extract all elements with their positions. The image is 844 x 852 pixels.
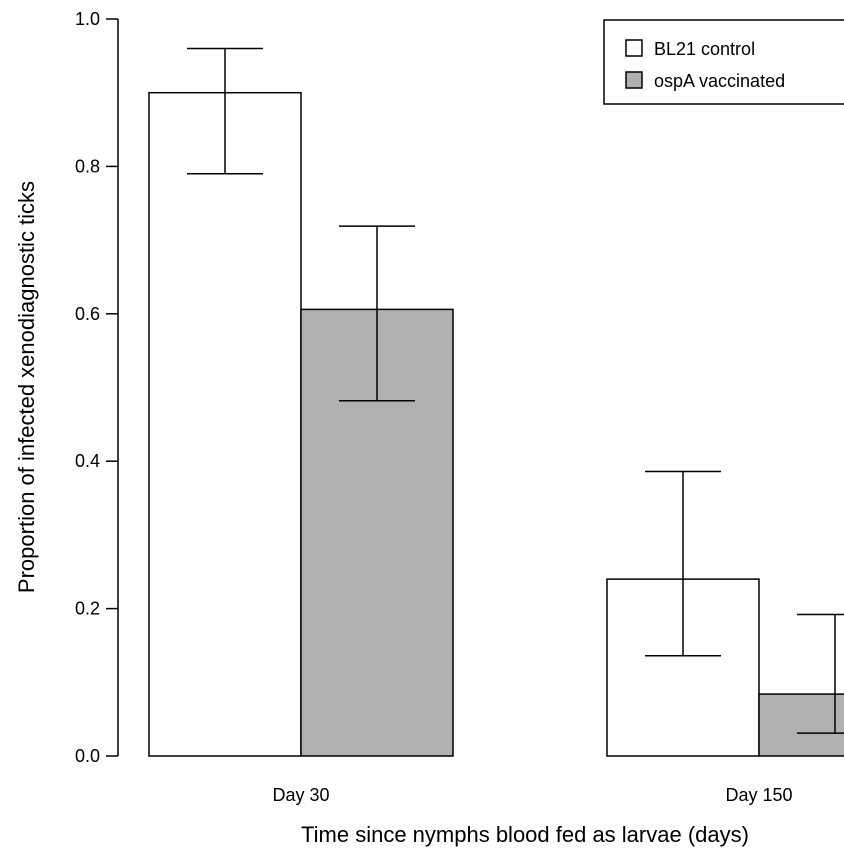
x-axis-title: Time since nymphs blood fed as larvae (d…: [301, 822, 749, 847]
error-bar: [339, 225, 415, 402]
y-axis-title: Proportion of infected xenodiagnostic ti…: [14, 181, 39, 593]
legend-label: BL21 control: [654, 39, 755, 59]
bars: [148, 91, 844, 757]
y-tick-label: 0.8: [75, 156, 100, 176]
error-bars: [187, 47, 844, 734]
legend-label: ospA vaccinated: [654, 71, 785, 91]
category-label: Day 30: [272, 785, 329, 805]
y-axis: 0.0 0.2 0.4 0.6 0.8 1.0: [75, 9, 119, 766]
legend-swatch: [625, 39, 643, 57]
y-tick-label: 0.0: [75, 746, 100, 766]
bar-control-0: [148, 91, 302, 757]
y-tick-label: 0.6: [75, 304, 100, 324]
legend-box: [603, 19, 844, 105]
category-label: Day 150: [725, 785, 792, 805]
category-labels: Day 30 Day 150: [272, 785, 792, 805]
y-tick-label: 0.4: [75, 451, 100, 471]
legend-swatch: [625, 71, 643, 89]
y-tick-label: 1.0: [75, 9, 100, 29]
error-bar: [187, 47, 263, 175]
y-tick-label: 0.2: [75, 599, 100, 619]
bar-vaccinated-1: [758, 693, 844, 757]
error-bar: [797, 613, 844, 734]
legend: BL21 control ospA vaccinated: [603, 19, 844, 105]
error-bar: [645, 470, 721, 657]
